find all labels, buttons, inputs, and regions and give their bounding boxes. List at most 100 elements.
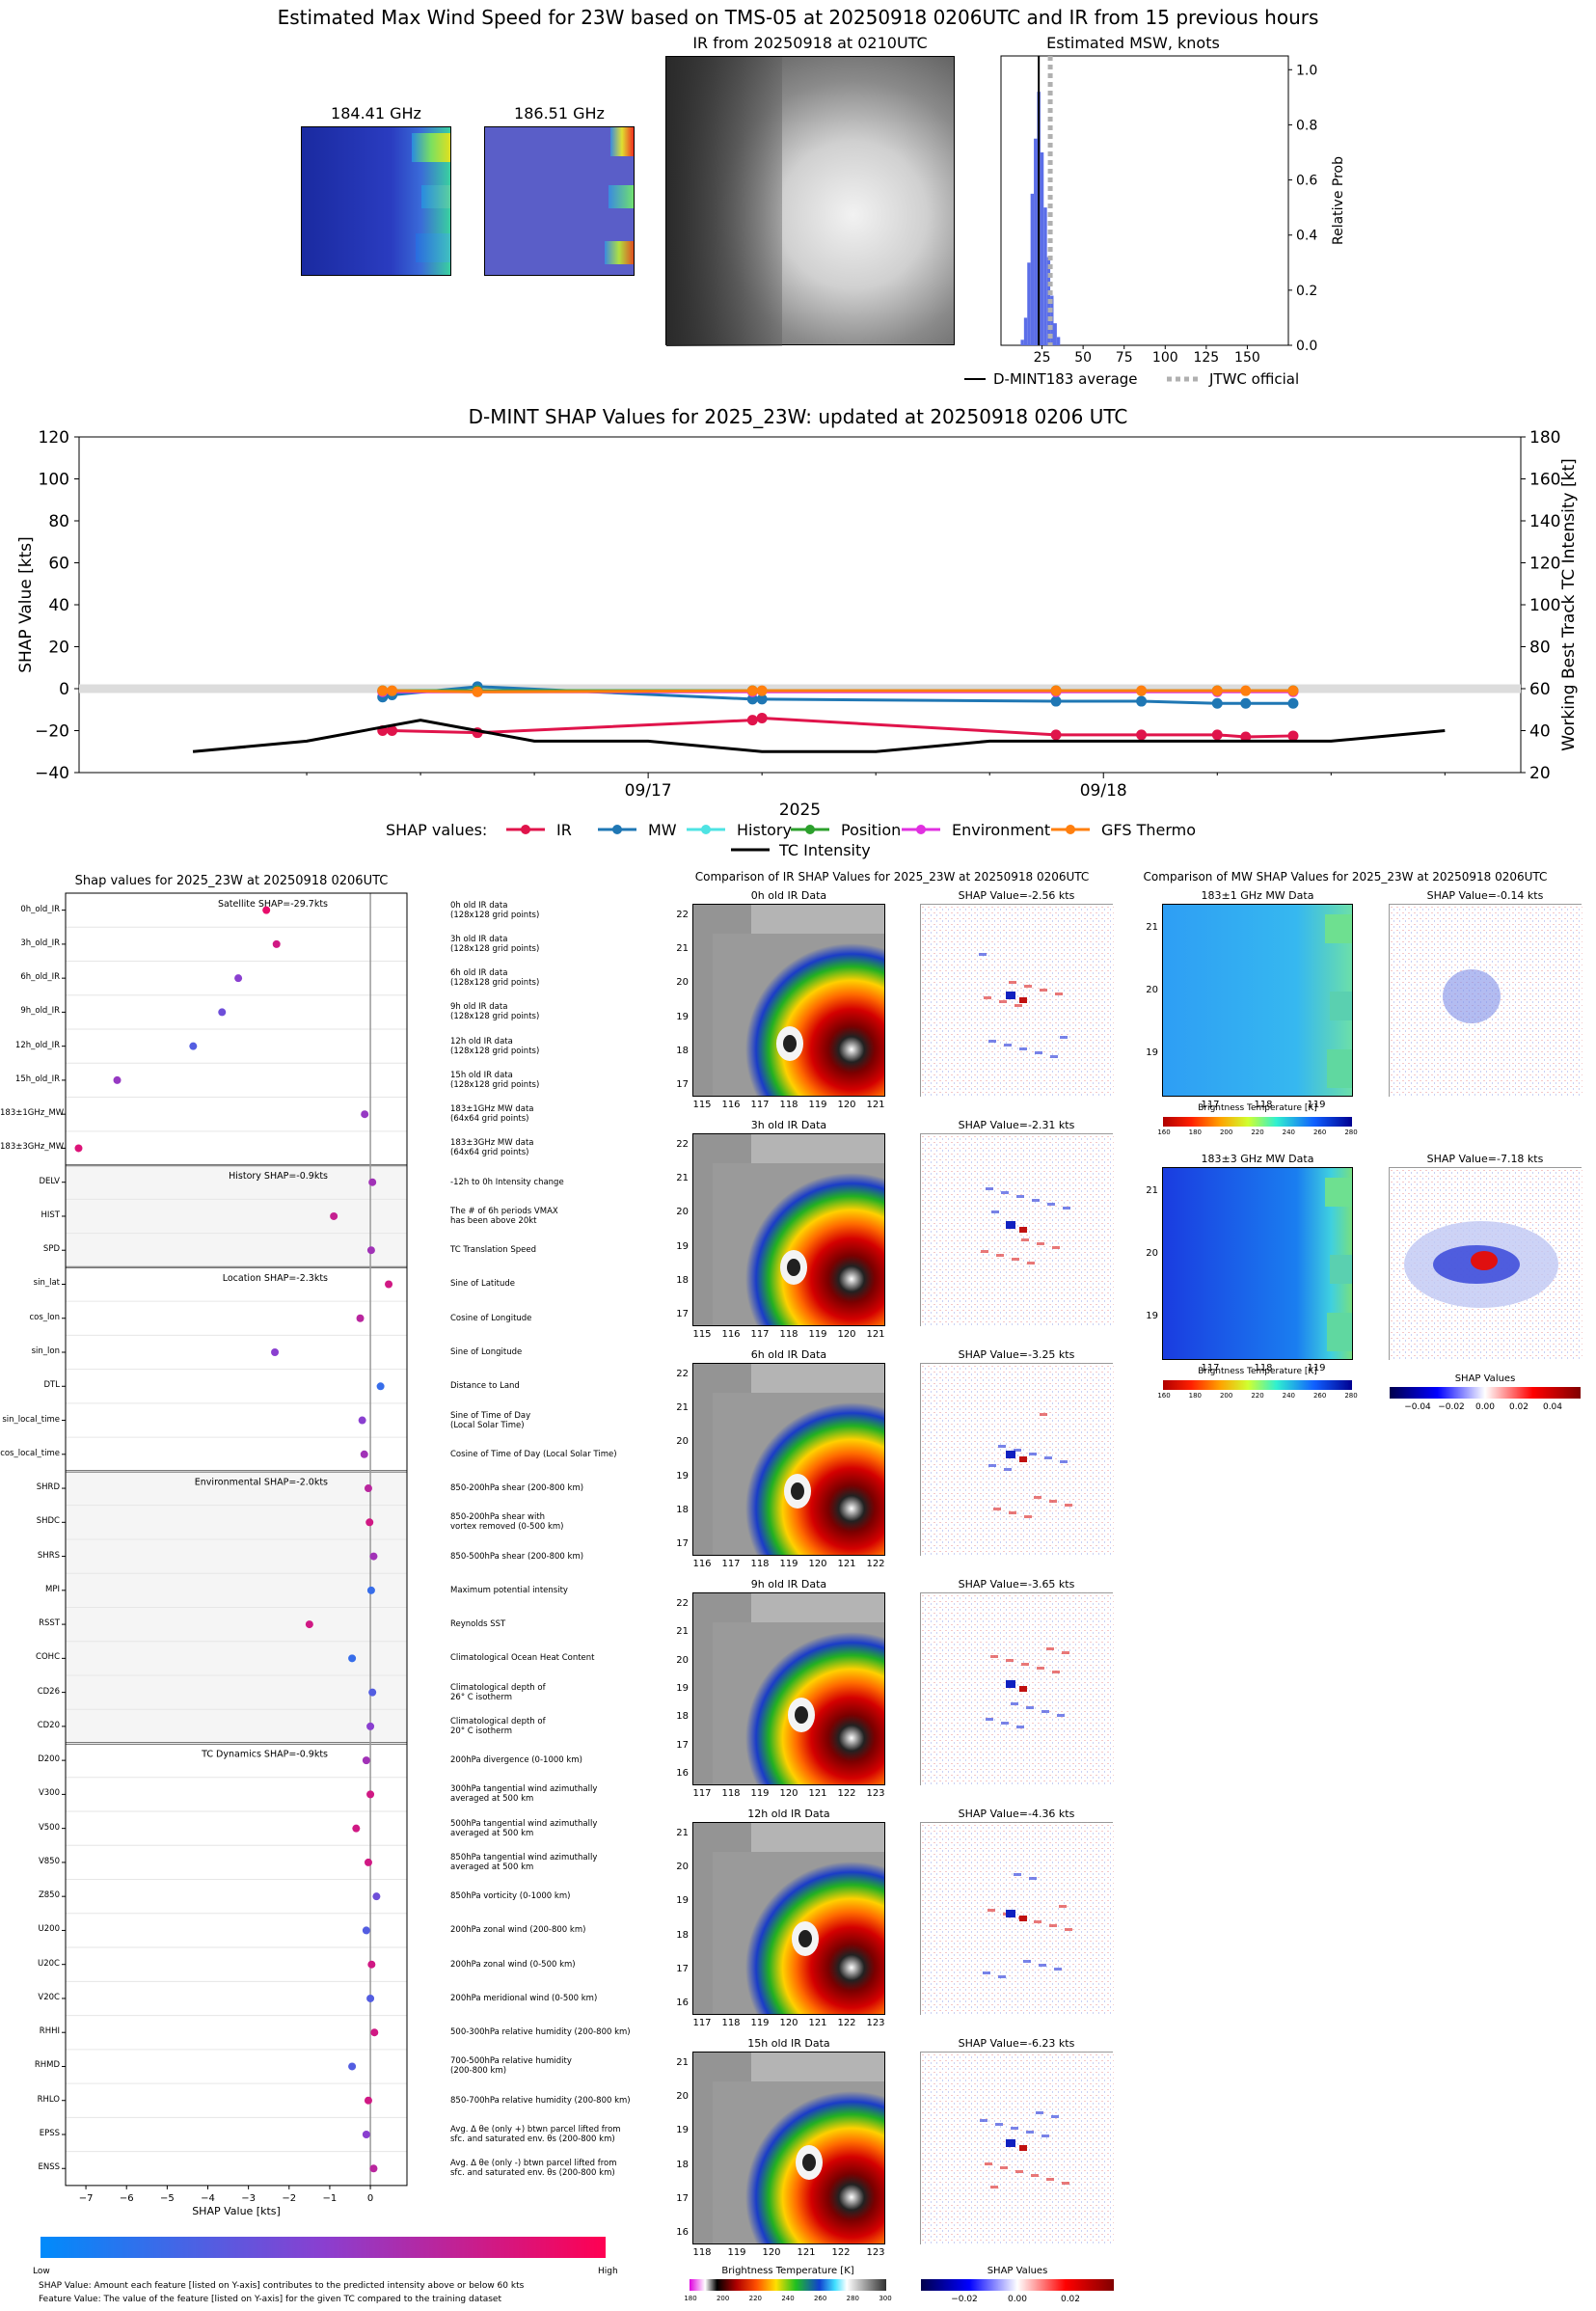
legend-marker-gfs-thermo <box>1066 825 1075 834</box>
feature-name: 3h_old_IR <box>20 938 60 948</box>
mw-cbar-tick: 180 <box>1188 1392 1203 1400</box>
ir-ytick: 17 <box>676 2192 689 2204</box>
ir-ytick: 22 <box>676 1369 689 1379</box>
ir-xtick: 122 <box>866 1559 885 1569</box>
feature-description: Reynolds SST <box>450 1619 506 1630</box>
series-line-ir <box>382 716 1293 739</box>
mw-shap-image <box>1389 904 1582 1098</box>
feature-name: D200 <box>38 1754 60 1765</box>
feature-name: COHC <box>36 1652 60 1663</box>
shap-point-ENSS <box>369 2164 378 2173</box>
shap-point-183±1GHz_MW <box>361 1110 369 1119</box>
mw-cbar-tick: 220 <box>1251 1128 1264 1136</box>
shap-xtick: −4 <box>201 2193 215 2204</box>
ir-ytick: 20 <box>676 1436 689 1448</box>
shap-point-Z850 <box>372 1892 381 1901</box>
mw-cbar-tick: 280 <box>1344 1392 1358 1400</box>
shap-point-SHDC <box>365 1518 374 1527</box>
ir-xtick: 121 <box>837 1559 856 1569</box>
ir-ytick: 16 <box>676 1768 689 1779</box>
shap-point-D200 <box>362 1756 370 1765</box>
feature-name: V20C <box>38 1992 60 2002</box>
feature-description: 200hPa divergence (0-1000 km) <box>450 1755 582 1766</box>
feature-description: 200hPa meridional wind (0-500 km) <box>450 1993 598 2003</box>
feature-name: Z850 <box>38 1890 60 1901</box>
hist-ylabel: Relative Prob <box>1331 156 1346 245</box>
ir-ytick: 21 <box>676 1402 689 1414</box>
ir-row-shap-value: SHAP Value=-3.65 kts <box>958 1578 1075 1591</box>
feature-name: V850 <box>38 1856 60 1866</box>
series-line-tc-intensity <box>192 719 1446 753</box>
shap-point-RHMD <box>348 2062 357 2071</box>
ir-ytick: 21 <box>676 943 689 955</box>
shap-group-band <box>66 1743 407 2186</box>
ir-xtick: 116 <box>721 1100 741 1110</box>
feature-description: 850hPa vorticity (0-1000 km) <box>450 1891 571 1902</box>
mw-shap-cbar-tick: 0.02 <box>1508 1402 1529 1412</box>
ir-xtick: 120 <box>837 1329 856 1340</box>
feature-name: RHHI <box>39 2026 60 2037</box>
feature-description: 183±1GHz MW data (64x64 grid points) <box>450 1104 534 1125</box>
shap-point-6h_old_IR <box>234 974 243 983</box>
shap-xtick: −2 <box>282 2193 296 2204</box>
ir-row-shap-value: SHAP Value=-4.36 kts <box>958 1808 1075 1820</box>
ir-ytick: 17 <box>676 1309 689 1319</box>
ir-xtick: 120 <box>837 1100 856 1110</box>
shap-point-V20C <box>366 1994 375 2002</box>
shap-group-label: TC Dynamics SHAP=-0.9kts <box>201 1750 328 1760</box>
ir-row-title: 12h old IR Data <box>747 1808 830 1820</box>
ir-cbar-tick: 240 <box>781 2295 795 2302</box>
ir-brightness-colorbar <box>690 2279 886 2291</box>
shap-point-SHRS <box>369 1552 378 1561</box>
mw-cbar-tick: 260 <box>1312 1392 1327 1400</box>
feature-description: Distance to Land <box>450 1381 520 1392</box>
mw-cbar-label: Brightness Temperature [K] <box>1198 1103 1317 1113</box>
series-point-ir <box>1240 731 1252 743</box>
ir-xtick: 118 <box>750 1559 770 1569</box>
series-point-gfs-thermo <box>1136 685 1148 696</box>
ir-shap-cbar-tick: 0.00 <box>1007 2295 1028 2304</box>
hist-ytick: 0.0 <box>1296 339 1317 354</box>
hist-bar <box>1023 317 1028 345</box>
ir-ytick: 19 <box>676 1895 689 1907</box>
hist-xtick: 125 <box>1193 350 1219 366</box>
feature-description: 200hPa zonal wind (200-800 km) <box>450 1925 586 1936</box>
feature-description: 3h old IR data (128x128 grid points) <box>450 934 540 954</box>
mw-xtick: 119 <box>1307 1363 1326 1373</box>
mw-shap-cbar-tick: 0.00 <box>1474 1402 1496 1412</box>
ir-ytick: 19 <box>676 1240 689 1252</box>
ir-cbar-tick: 260 <box>813 2295 827 2302</box>
legend-marker-position <box>805 825 815 834</box>
ts-right-tick: 80 <box>1529 639 1551 658</box>
series-point-gfs-thermo <box>1287 685 1299 696</box>
mw-cbar-tick: 200 <box>1219 1392 1233 1400</box>
ir-ytick: 21 <box>676 1828 689 1838</box>
feature-name: sin_lat <box>33 1278 60 1289</box>
shap-point-DTL <box>376 1382 385 1391</box>
feature-name: DTL <box>43 1380 60 1391</box>
shap-group-label: History SHAP=-0.9kts <box>229 1171 328 1182</box>
hist-bar <box>1056 337 1061 345</box>
shap-xtick: −5 <box>160 2193 175 2204</box>
timeseries-title: D-MINT SHAP Values for 2025_23W: updated… <box>468 405 1128 428</box>
ts-left-tick: −20 <box>35 722 69 742</box>
feature-name: 0h_old_IR <box>20 904 60 914</box>
feature-name: 15h_old_IR <box>14 1074 60 1084</box>
shap-point-CD20 <box>366 1722 375 1730</box>
ir-ytick: 16 <box>676 2227 689 2238</box>
feature-description: 0h old IR data (128x128 grid points) <box>450 900 540 920</box>
ir-xtick: 122 <box>831 2247 851 2258</box>
ir-row-shap-value: SHAP Value=-6.23 kts <box>958 2037 1075 2050</box>
mw-brightness-colorbar <box>1163 1117 1352 1127</box>
ir-xtick: 115 <box>692 1329 712 1340</box>
feature-description: TC Translation Speed <box>450 1245 536 1256</box>
main-title: Estimated Max Wind Speed for 23W based o… <box>277 6 1319 29</box>
shap-xtick: −1 <box>323 2193 338 2204</box>
legend-label-tc-intensity: TC Intensity <box>778 841 871 859</box>
shap-point-sin_lon <box>271 1348 280 1357</box>
series-point-ir <box>1287 730 1299 742</box>
hist-bar <box>1040 152 1044 345</box>
feature-description: Cosine of Longitude <box>450 1313 532 1323</box>
ir-row-title: 6h old IR Data <box>750 1348 827 1361</box>
shap-point-CD26 <box>368 1688 377 1697</box>
